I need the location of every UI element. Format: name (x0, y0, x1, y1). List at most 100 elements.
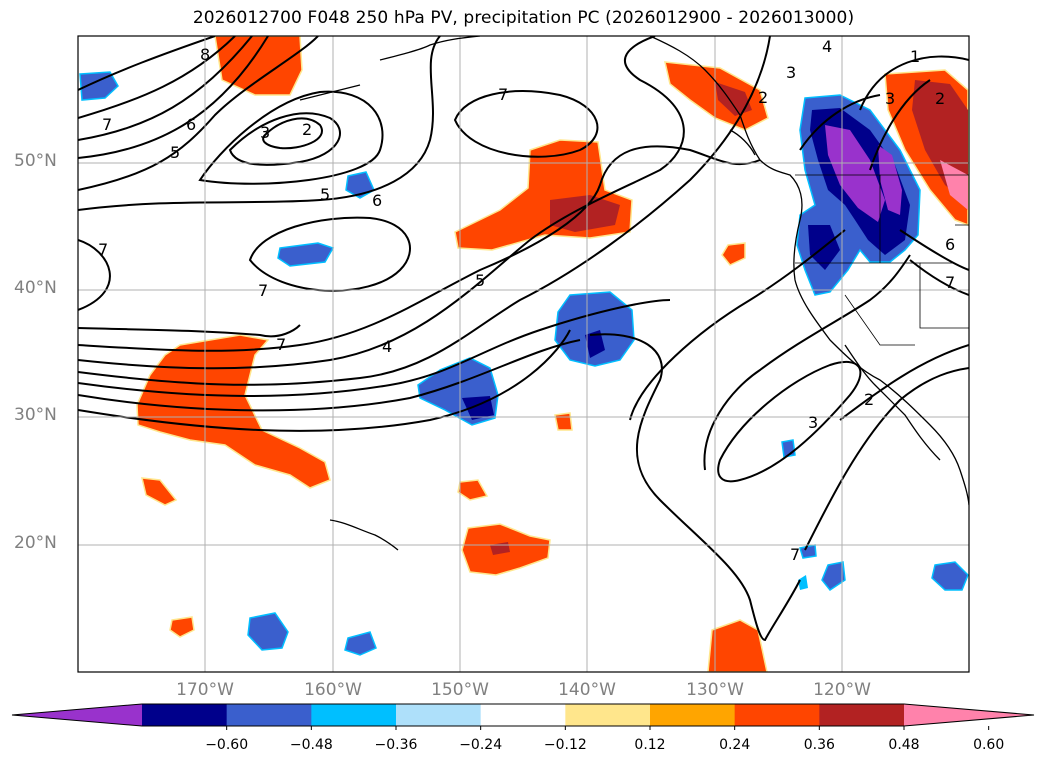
colorbar-bin (650, 704, 736, 726)
colorbar-tick-label: 0.60 (973, 737, 1005, 753)
contour-label: 7 (276, 335, 286, 354)
colorbar-tick-label: −0.24 (459, 737, 503, 753)
pv-contour (78, 36, 253, 141)
contour-label: 1 (910, 47, 920, 66)
precip-positive-area (715, 82, 752, 116)
precip-positive-area (457, 479, 489, 501)
pv-contour (78, 324, 301, 338)
precip-positive-area (554, 412, 573, 431)
precip-positive-area (940, 160, 968, 210)
coastline-hawaii (329, 519, 399, 551)
pv-contour (78, 36, 685, 370)
colorbar-tick-label: 0.48 (888, 737, 920, 753)
precip-negative-area (931, 561, 969, 591)
pv-contour (799, 94, 881, 151)
coastlines (299, 36, 969, 551)
lat-label: 20°N (14, 533, 57, 553)
contour-label: 3 (260, 123, 270, 142)
pv-contour (589, 333, 801, 642)
pv-contour (804, 367, 969, 551)
precip-positive-area (169, 616, 195, 638)
pv-contour (839, 344, 969, 421)
colorbar (11, 703, 1035, 730)
contour-label: 5 (320, 185, 330, 204)
precip-negative-area (799, 544, 817, 559)
map-gridlines (78, 36, 969, 672)
pv-contour (78, 329, 571, 432)
colorbar-tick-label: 0.36 (803, 737, 835, 753)
contour-label: 4 (382, 337, 392, 356)
contour-label: 6 (186, 115, 196, 134)
pv-contour (453, 90, 599, 158)
colorbar-bin (396, 704, 482, 726)
pv-contour (869, 79, 931, 171)
precip-negative-area (79, 71, 119, 101)
contour-label: 2 (302, 120, 312, 139)
pv-contour (717, 360, 862, 483)
lat-label: 40°N (14, 278, 57, 298)
contour-label: 3 (885, 89, 895, 108)
colorbar-bin (565, 704, 651, 726)
pv-contour (78, 36, 216, 91)
colorbar-bin (480, 704, 566, 726)
precip-negative-area (798, 575, 808, 590)
colorbar-extend-low (12, 704, 142, 726)
state-borders (795, 174, 969, 346)
pv-contour (262, 117, 323, 150)
lon-label: 120°W (813, 680, 871, 700)
precip-positive-area (707, 619, 768, 672)
pv-contour (629, 229, 846, 421)
colorbar-bin (226, 704, 312, 726)
contour-label: 7 (98, 240, 108, 259)
precip-negative-area (277, 242, 335, 267)
contour-label: 7 (258, 281, 268, 300)
precip-negative-area (554, 291, 635, 367)
pv-contour (703, 254, 911, 471)
precip-positive-area (664, 61, 769, 131)
contour-label: 7 (790, 545, 800, 564)
pv-contour (248, 216, 411, 292)
lon-label: 130°W (686, 680, 744, 700)
contour-label: 8 (200, 45, 210, 64)
precip-negative-area (585, 330, 605, 358)
pv-contour (198, 90, 384, 185)
pv-contour (78, 299, 671, 397)
contour-label: 5 (170, 143, 180, 162)
contour-label: 3 (786, 63, 796, 82)
pv-contour (78, 36, 269, 159)
coastline-north-america (649, 36, 969, 506)
lon-label: 150°W (431, 680, 489, 700)
lon-label: 170°W (176, 680, 234, 700)
pv-contour (78, 36, 441, 211)
pv-contour (78, 145, 761, 352)
map-frame (77, 35, 970, 673)
colorbar-tick-label: −0.12 (543, 737, 587, 753)
contour-label: 6 (372, 191, 382, 210)
pv-contour (859, 55, 969, 111)
precip-negative-area (821, 561, 846, 592)
coastline-alaska (379, 36, 481, 61)
contour-labels: 8 7 6 5 3 2 7 5 6 7 7 7 5 4 3 2 4 3 1 2 … (98, 37, 955, 564)
lon-label: 140°W (558, 680, 616, 700)
precip-shading-layer (79, 36, 969, 672)
coastline-alaska-islands (299, 84, 361, 101)
lat-label: 30°N (14, 405, 57, 425)
coastline-baja (844, 344, 941, 461)
colorbar-bin (819, 704, 905, 726)
contour-label: 7 (498, 85, 508, 104)
pv-contour (78, 239, 111, 311)
pv-contour (899, 229, 969, 271)
colorbar-bin (734, 704, 820, 726)
pv-contour (228, 112, 341, 166)
colorbar-tick-label: 0.24 (719, 737, 751, 753)
coastline-bc-islands (729, 129, 756, 156)
colorbar-bin (142, 704, 228, 726)
precip-negative-area (825, 125, 885, 222)
contour-label: 5 (475, 271, 485, 290)
lat-label: 50°N (14, 151, 57, 171)
precip-positive-area (721, 242, 746, 266)
contour-label: 3 (808, 413, 818, 432)
colorbar-outline (11, 703, 1035, 727)
precip-positive-area (136, 334, 331, 489)
